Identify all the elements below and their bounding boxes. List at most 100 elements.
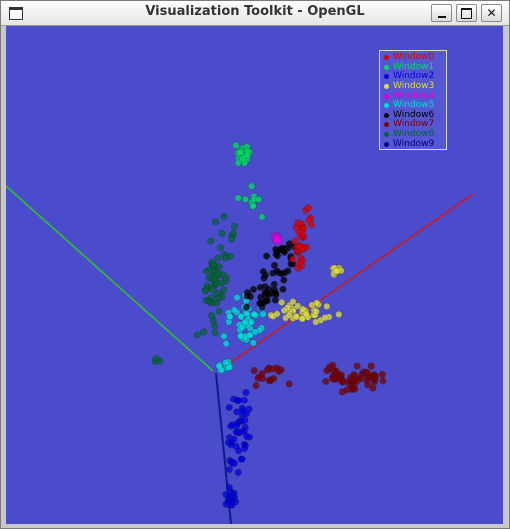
- point-cloud: [151, 141, 387, 509]
- scatter-point: [270, 261, 279, 269]
- scatter-point: [260, 274, 268, 282]
- legend-entry: Window1: [384, 62, 446, 73]
- legend-label: Window6: [393, 109, 435, 120]
- legend-marker: [384, 112, 389, 118]
- scatter-point: [249, 285, 258, 294]
- scatter-point: [234, 194, 242, 202]
- legend-marker: [384, 74, 389, 80]
- scatter-point: [259, 268, 267, 276]
- scatter-point: [277, 366, 285, 374]
- scatter-point: [215, 307, 223, 316]
- scatter-point: [222, 254, 230, 262]
- render-viewport[interactable]: Window0 Window1 Window2 Window3 Window4 …: [6, 26, 503, 524]
- legend-label: Window3: [393, 81, 435, 92]
- legend-label: Window2: [393, 71, 435, 82]
- legend-entry: Window7: [384, 120, 446, 130]
- scatter-point: [230, 459, 239, 467]
- scatter-point: [206, 297, 214, 305]
- axis-x-line: [222, 193, 474, 369]
- legend-label: Window5: [393, 100, 435, 111]
- scatter-point: [312, 307, 321, 316]
- scatter-point: [255, 195, 263, 203]
- scatter-point: [222, 273, 230, 281]
- scatter-scene: [6, 141, 474, 524]
- scatter-point: [234, 468, 242, 477]
- legend-label: Window7: [393, 119, 435, 130]
- legend-marker: [384, 93, 389, 99]
- scatter-point: [249, 339, 257, 347]
- scatter-point: [340, 377, 348, 386]
- maximize-button[interactable]: [456, 4, 477, 22]
- scatter-point: [237, 332, 245, 340]
- scatter-point: [332, 267, 341, 275]
- scatter-point: [321, 314, 329, 322]
- scatter-point: [284, 267, 292, 275]
- scatter-point: [152, 354, 160, 363]
- scatter-point: [299, 305, 307, 313]
- scatter-point: [294, 219, 302, 227]
- scatter-point: [227, 501, 235, 509]
- legend-entry: Window3: [384, 82, 446, 92]
- scatter-point: [263, 252, 271, 260]
- close-icon: ✕: [486, 6, 497, 20]
- scatter-point: [242, 388, 250, 397]
- scatter-point: [259, 375, 267, 383]
- scatter-point: [337, 371, 346, 379]
- scatter-point: [323, 302, 331, 311]
- scatter-point: [365, 374, 373, 382]
- scatter-point: [217, 244, 225, 252]
- close-button[interactable]: ✕: [481, 4, 502, 22]
- scatter-point: [205, 266, 213, 274]
- scatter-point: [367, 362, 375, 370]
- legend-entry: Window0: [384, 53, 446, 63]
- scatter-point: [225, 465, 234, 474]
- scatter-point: [230, 306, 238, 314]
- scatter-point: [246, 331, 254, 339]
- scatter-point: [251, 328, 259, 336]
- scatter-point: [241, 195, 250, 203]
- scatter-point: [295, 242, 303, 250]
- scatter-point: [308, 301, 316, 309]
- legend-entry: Window5: [384, 101, 446, 111]
- scatter-point: [249, 202, 257, 210]
- scatter-point: [298, 229, 306, 237]
- scatter-point: [258, 303, 266, 311]
- scatter-point: [289, 255, 297, 263]
- scatter-point: [265, 377, 273, 385]
- scatter-point: [256, 283, 264, 291]
- legend-marker: [384, 103, 389, 109]
- scatter-point: [235, 447, 243, 455]
- title-bar[interactable]: Visualization Toolkit - OpenGL ✕: [1, 1, 509, 26]
- window-icon[interactable]: [9, 7, 23, 20]
- scatter-point: [225, 363, 234, 371]
- scatter-point: [271, 296, 279, 304]
- scatter-point: [275, 246, 284, 254]
- scatter-point: [226, 313, 234, 321]
- scatter-point: [243, 433, 251, 441]
- scatter-point: [329, 361, 337, 369]
- scatter-point: [242, 303, 251, 311]
- scatter-point: [202, 287, 210, 295]
- legend-label: Window8: [393, 129, 435, 140]
- window-title: Visualization Toolkit - OpenGL: [145, 4, 365, 19]
- scatter-point: [247, 318, 255, 326]
- scatter-point: [250, 310, 258, 318]
- scatter-point: [250, 366, 258, 375]
- legend-entry: Window2: [384, 72, 446, 82]
- scatter-point: [257, 293, 265, 301]
- scatter-point: [259, 310, 267, 318]
- scatter-point: [211, 329, 219, 337]
- scatter-point: [294, 264, 302, 272]
- scatter-point: [214, 254, 222, 262]
- scatter-point: [220, 286, 228, 294]
- minimize-button[interactable]: [431, 4, 452, 22]
- scatter-point: [338, 388, 346, 396]
- scatter-point: [252, 382, 260, 390]
- scatter-point: [222, 340, 230, 348]
- scatter-point: [280, 306, 288, 315]
- scatter-point: [227, 422, 235, 430]
- scatter-point: [244, 151, 252, 159]
- scatter-point: [243, 292, 251, 300]
- scatter-point: [210, 275, 218, 283]
